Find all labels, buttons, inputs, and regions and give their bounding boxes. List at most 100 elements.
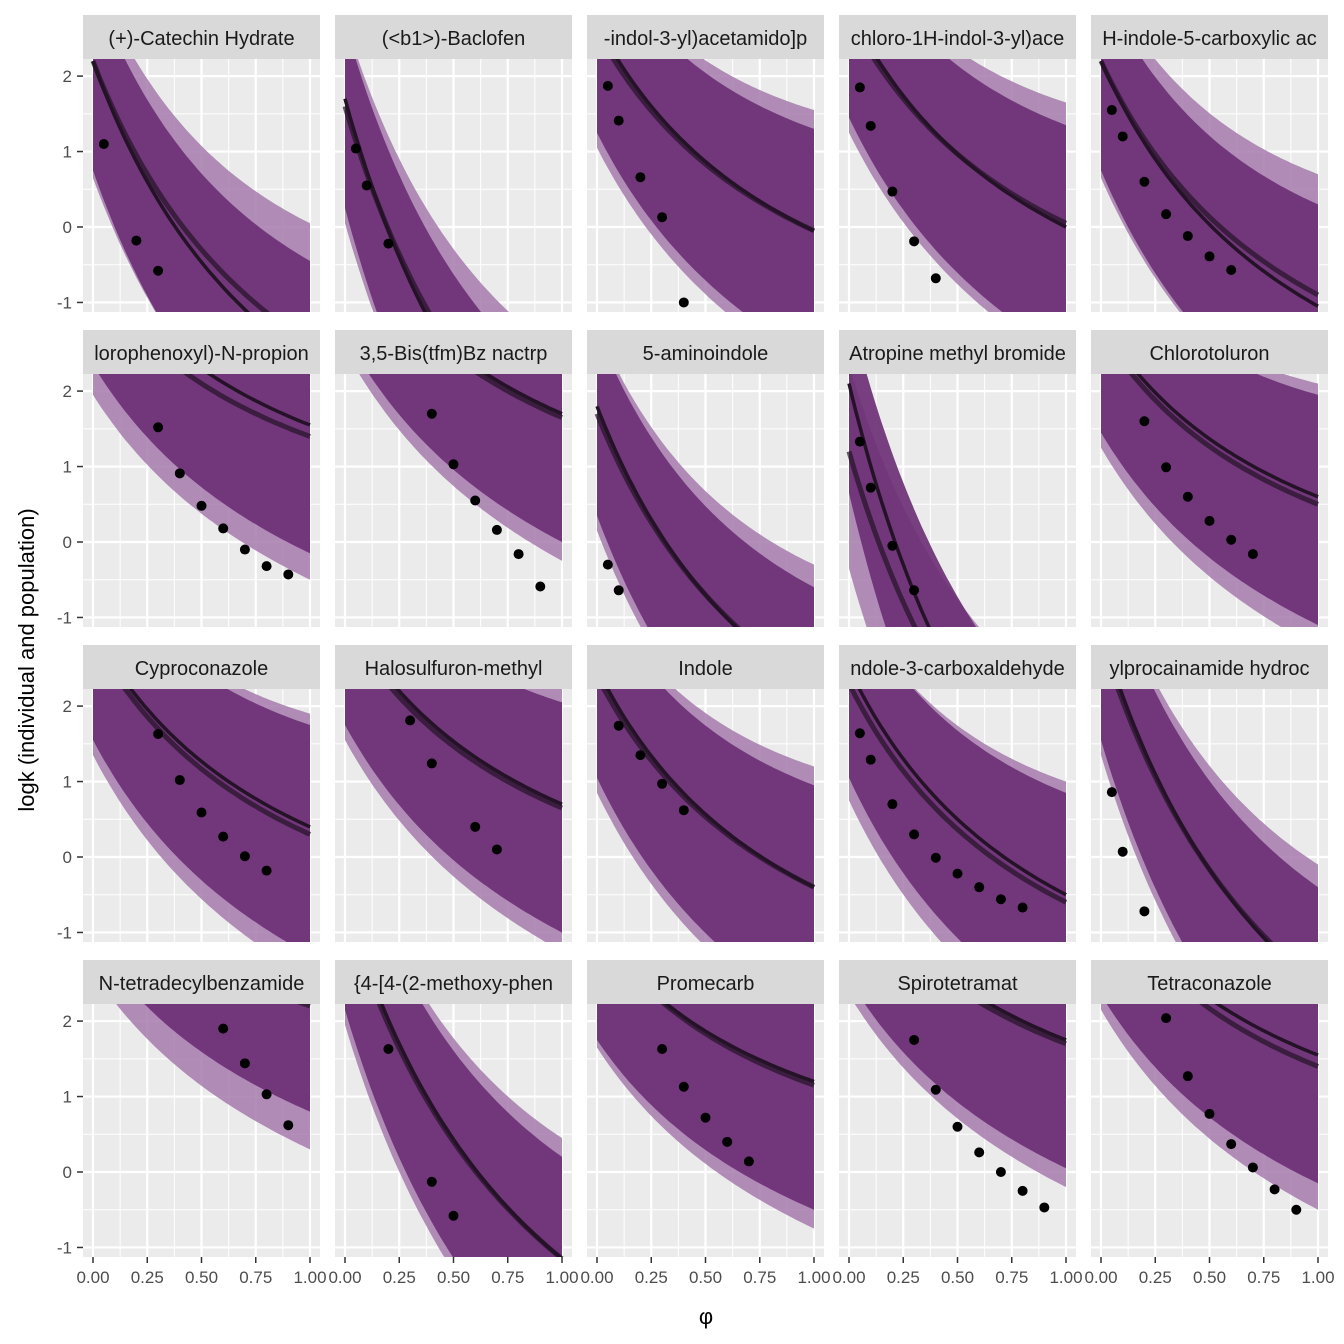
data-point xyxy=(909,236,920,247)
x-tick-label: 0.25 xyxy=(131,1268,164,1287)
facet-title: Spirotetramat xyxy=(897,973,1017,995)
data-point xyxy=(865,482,876,493)
data-point xyxy=(1204,251,1215,262)
x-axis-title: φ xyxy=(699,1304,713,1329)
population-line xyxy=(122,689,312,837)
population-line xyxy=(848,689,1068,905)
data-point xyxy=(1161,462,1172,473)
data-point xyxy=(196,807,207,818)
facet-strip xyxy=(1091,960,1328,1004)
panel-data xyxy=(359,374,564,592)
data-point xyxy=(174,775,185,786)
x-tick-label: 0.50 xyxy=(941,1268,974,1287)
facet-title: Indole xyxy=(678,658,733,680)
data-point xyxy=(261,1089,272,1100)
y-tick-label: 2 xyxy=(63,67,72,86)
data-point xyxy=(1204,515,1215,526)
y-tick-label: -1 xyxy=(57,1238,72,1257)
data-point xyxy=(491,524,502,535)
data-point xyxy=(678,1081,689,1092)
panel-data xyxy=(846,374,979,627)
panel-data xyxy=(597,689,816,942)
y-tick-label: 0 xyxy=(63,1163,72,1182)
x-tick-label: 0.00 xyxy=(328,1268,361,1287)
population-line xyxy=(474,374,564,420)
facet-strip xyxy=(587,645,824,689)
data-point xyxy=(383,238,394,249)
x-tick-label: 1.00 xyxy=(545,1268,578,1287)
x-tick-label: 0.50 xyxy=(185,1268,218,1287)
data-point xyxy=(218,831,229,842)
facet-title: -indol-3-yl)acetamido]p xyxy=(604,28,807,50)
facet-strip xyxy=(1091,645,1328,689)
y-tick-label: 1 xyxy=(63,1088,72,1107)
data-point xyxy=(1182,1071,1193,1082)
data-point xyxy=(174,468,185,479)
individual-line xyxy=(1214,1004,1319,1057)
data-point xyxy=(887,799,898,810)
facet-strip xyxy=(1091,15,1328,59)
individual-interval-band xyxy=(93,59,310,312)
individual-line xyxy=(395,689,563,806)
individual-line xyxy=(847,383,931,627)
data-point xyxy=(513,549,524,560)
individual-interval-band xyxy=(345,1004,562,1257)
data-point xyxy=(887,540,898,551)
data-point xyxy=(635,172,646,183)
data-point xyxy=(98,139,109,149)
panel-data xyxy=(594,374,814,627)
facet-title: Chlorotoluron xyxy=(1149,343,1269,365)
y-tick-label: 0 xyxy=(63,533,72,552)
data-point xyxy=(153,265,164,276)
data-point xyxy=(1182,491,1193,502)
facet-strip xyxy=(335,645,572,689)
individual-interval-band xyxy=(345,689,562,933)
facet-panel: (<b1>)-Baclofen xyxy=(335,15,572,312)
facet-strip xyxy=(839,960,1076,1004)
facet-panel: Tetraconazole xyxy=(1091,960,1328,1257)
data-point xyxy=(261,561,272,572)
panel-data xyxy=(342,59,509,312)
facet-panel: H-indole-5-carboxylic ac xyxy=(1091,15,1328,312)
individual-interval-band xyxy=(98,374,310,554)
facet-panel: Promecarb xyxy=(587,960,824,1257)
facet-panel: ylprocainamide hydroc xyxy=(1091,645,1328,942)
data-point xyxy=(952,1121,963,1132)
y-tick-label: 0 xyxy=(63,848,72,867)
x-tick-label: 0.00 xyxy=(580,1268,613,1287)
individual-interval-band xyxy=(1101,374,1318,625)
facet-title: Cyproconazole xyxy=(135,658,268,680)
panel-data xyxy=(1101,374,1319,627)
facet-strip xyxy=(587,15,824,59)
data-point xyxy=(1139,176,1150,187)
facet-strip xyxy=(335,330,572,374)
facet-panel: Chlorotoluron xyxy=(1091,330,1328,627)
facet-panel: 3,5-Bis(tfm)Bz nactrp xyxy=(335,330,572,627)
population-line xyxy=(90,60,270,312)
panel-data xyxy=(1098,59,1320,312)
facet-title: lorophenoxyl)-N-propion xyxy=(94,343,309,365)
individual-interval-band xyxy=(597,374,814,627)
data-point xyxy=(426,408,437,419)
panel-data xyxy=(854,1004,1067,1213)
population-line xyxy=(660,1004,815,1088)
facet-title: ylprocainamide hydroc xyxy=(1109,658,1309,680)
data-point xyxy=(383,1044,394,1055)
data-point xyxy=(350,143,361,154)
individual-line xyxy=(615,59,815,233)
individual-line xyxy=(206,374,311,427)
facet-panel: lorophenoxyl)-N-propion xyxy=(83,330,320,627)
data-point xyxy=(448,1210,459,1221)
individual-interval-band xyxy=(144,1004,310,1112)
data-point xyxy=(613,585,624,596)
panel-data xyxy=(93,374,311,580)
data-point xyxy=(1161,1013,1172,1024)
facet-panel: {4-[4-(2-methoxy-phen xyxy=(335,960,572,1257)
data-point xyxy=(218,523,229,534)
facet-title: Tetraconazole xyxy=(1147,973,1272,995)
facet-panel: ndole-3-carboxaldehyde xyxy=(839,645,1076,942)
panel-data xyxy=(345,689,564,942)
data-point xyxy=(1117,846,1128,857)
data-point xyxy=(602,80,613,91)
data-point xyxy=(930,273,941,284)
